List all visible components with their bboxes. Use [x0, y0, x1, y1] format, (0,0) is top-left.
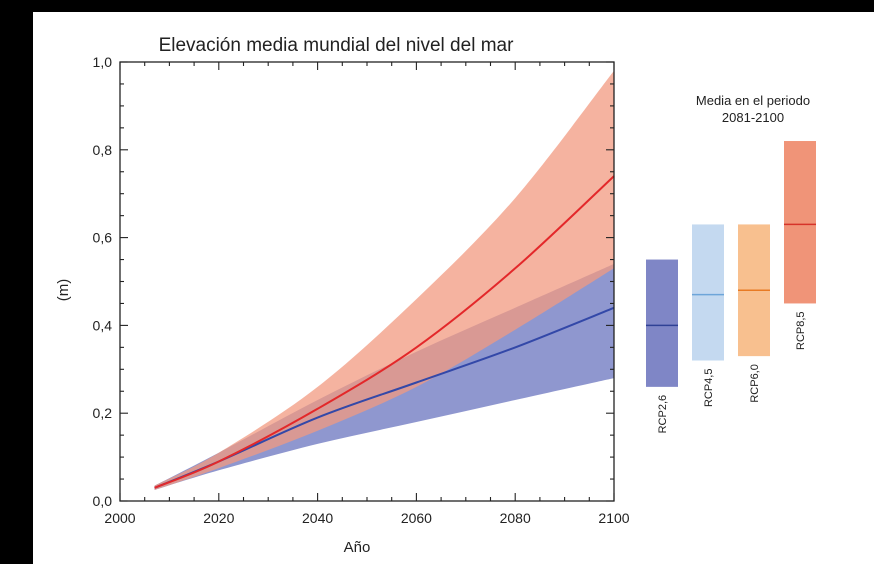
y-tick-label: 1,0 — [93, 54, 113, 70]
side-panel-bars: RCP2,6 RCP4,5 RCP6,0 RCP8,5 — [646, 141, 816, 433]
side-panel-title-line2: 2081-2100 — [722, 110, 784, 125]
chart-title: Elevación media mundial del nivel del ma… — [159, 35, 515, 56]
x-tick-label: 2060 — [401, 510, 432, 526]
x-axis-label: Año — [344, 539, 371, 556]
y-tick-label: 0,2 — [93, 405, 113, 421]
x-tick-label: 2000 — [104, 510, 135, 526]
range-bar-rcp4-5 — [692, 224, 724, 361]
x-tick-label: 2020 — [203, 510, 234, 526]
y-tick-label: 0,0 — [93, 493, 113, 509]
bar-label-rcp2-6: RCP2,6 — [657, 395, 669, 434]
x-tick-label: 2040 — [302, 510, 333, 526]
range-bar-rcp2-6 — [646, 259, 678, 387]
band-rcp8-5 — [154, 70, 614, 491]
bar-label-rcp4-5: RCP4,5 — [703, 369, 715, 408]
side-panel-title-line1: Media en el periodo — [696, 93, 810, 108]
bar-label-rcp6-0: RCP6,0 — [749, 364, 761, 403]
x-tick-label: 2100 — [598, 510, 629, 526]
axes: 2000 2020 2040 2060 2080 2100 0,0 0,2 0,4 0,6 0,8 1… — [93, 54, 630, 526]
y-tick-label: 0,4 — [93, 317, 113, 333]
x-tick-label: 2080 — [500, 510, 531, 526]
range-bar-rcp8-5 — [784, 141, 816, 304]
y-tick-label: 0,6 — [93, 230, 113, 246]
bar-label-rcp8-5: RCP8,5 — [795, 311, 807, 350]
plot-area — [154, 70, 615, 491]
figure-panel: Elevación media mundial del nivel del ma… — [33, 12, 874, 564]
y-axis-label: (m) — [55, 279, 72, 302]
sea-level-chart: Elevación media mundial del nivel del ma… — [55, 35, 816, 556]
y-tick-label: 0,8 — [93, 142, 113, 158]
